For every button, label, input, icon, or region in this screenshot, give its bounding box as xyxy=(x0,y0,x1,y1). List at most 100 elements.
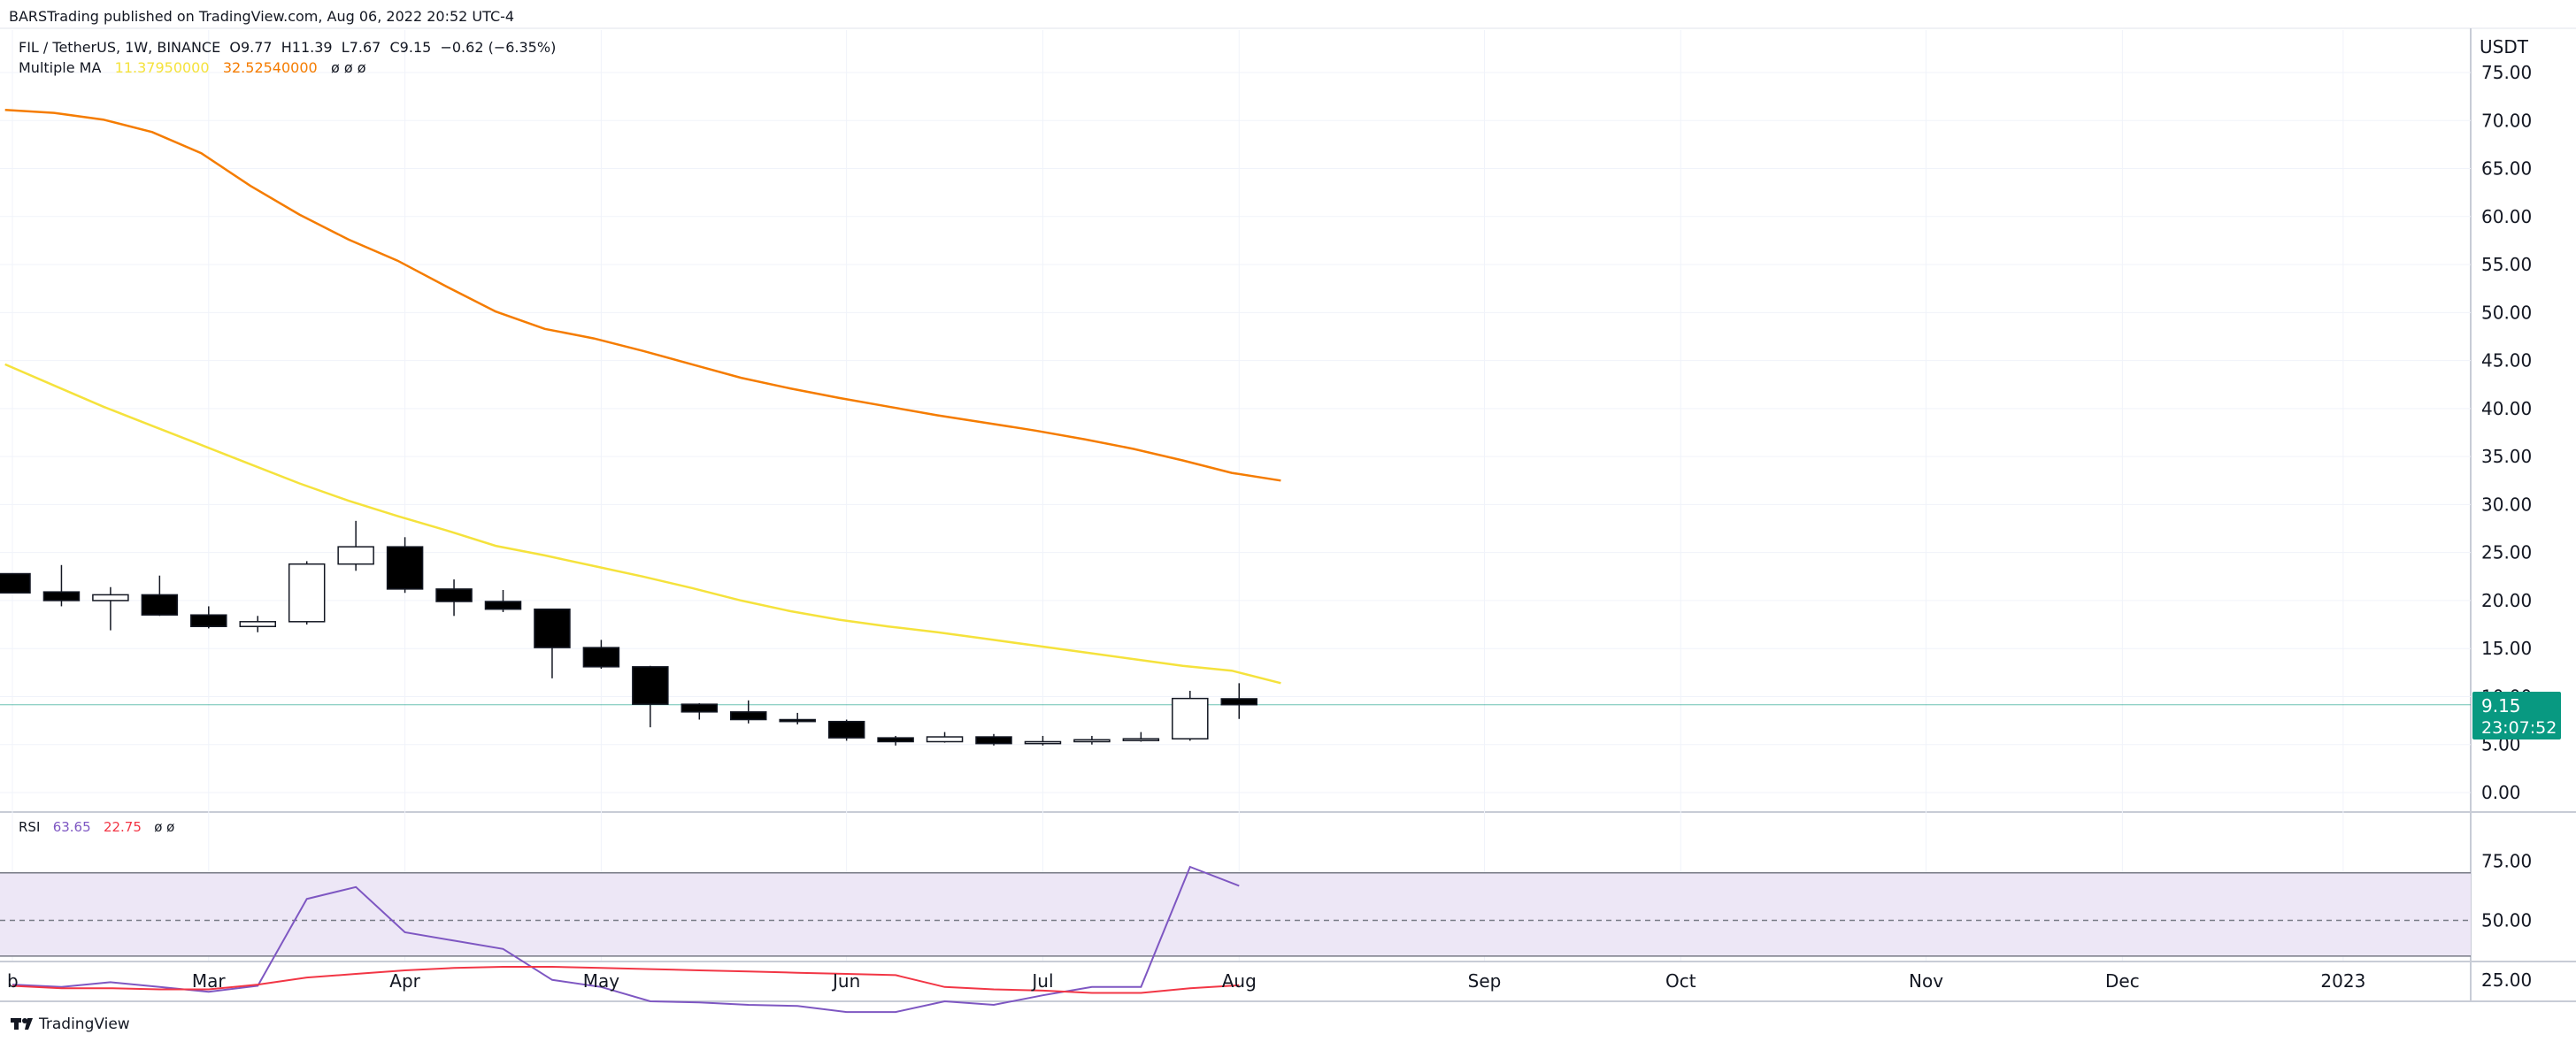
candle xyxy=(827,719,865,741)
candle-body-up xyxy=(288,563,326,623)
candle-body-down xyxy=(681,703,719,713)
price-tick-label: 40.00 xyxy=(2481,398,2532,419)
candle xyxy=(239,616,276,632)
candle xyxy=(730,700,767,724)
candle-body-up xyxy=(239,621,276,627)
candle xyxy=(779,712,816,724)
rsi-lines[interactable] xyxy=(12,865,1240,1014)
candle xyxy=(582,640,620,669)
ohlc-high: H11.39 xyxy=(281,39,333,56)
rsi-tick-label: 75.00 xyxy=(2481,850,2532,871)
price-tick-label: 15.00 xyxy=(2481,638,2532,659)
time-tick-label: Oct xyxy=(1665,970,1696,992)
candle xyxy=(1073,735,1111,745)
ohlc-close: C9.15 xyxy=(389,39,432,56)
candle xyxy=(1024,735,1062,746)
candle-body-down xyxy=(386,546,424,590)
candle xyxy=(435,579,473,617)
ma-line-2 xyxy=(4,109,1281,482)
grid-lines xyxy=(0,30,2471,961)
publisher-caption: BARSTrading published on TradingView.com… xyxy=(9,8,515,25)
rsi-tick-label: 25.00 xyxy=(2481,969,2532,991)
last-price-label: 9.15 xyxy=(2481,695,2521,716)
candle-body-up xyxy=(1073,739,1111,743)
ohlc-low: L7.67 xyxy=(341,39,381,56)
time-tick-label: Mar xyxy=(192,970,227,992)
candle-body-down xyxy=(975,736,1012,745)
candle xyxy=(926,732,964,743)
rsi-band xyxy=(0,872,2471,956)
candle-body-down xyxy=(779,718,816,723)
candle-body-down xyxy=(877,737,914,743)
candles[interactable] xyxy=(0,520,1257,746)
price-tick-label: 60.00 xyxy=(2481,206,2532,227)
ma-legend[interactable]: Multiple MA 11.37950000 32.52540000 ø ø … xyxy=(19,59,366,76)
candle xyxy=(1172,690,1209,741)
price-tick-label: 35.00 xyxy=(2481,446,2532,467)
candle xyxy=(92,586,129,631)
price-tick-label: 70.00 xyxy=(2481,110,2532,131)
time-tick-label: Apr xyxy=(389,970,420,992)
time-tick-label: Sep xyxy=(1468,970,1502,992)
candle-body-up xyxy=(1172,697,1209,739)
time-tick-label: Aug xyxy=(1222,970,1257,992)
candle-body-up xyxy=(92,594,129,601)
candle xyxy=(190,606,227,629)
time-tick-label: Jun xyxy=(831,970,860,992)
time-tick-label: May xyxy=(583,970,620,992)
moving-averages[interactable] xyxy=(4,109,1281,685)
candle xyxy=(42,564,81,607)
ma-legend-title: Multiple MA xyxy=(19,59,102,76)
candle-body-up xyxy=(1122,738,1160,741)
candle-body-down xyxy=(435,588,473,602)
symbol-legend[interactable]: FIL / TetherUS, 1W, BINANCE O9.77 H11.39… xyxy=(19,39,556,56)
candle-body-down xyxy=(0,572,31,594)
price-tick-label: 75.00 xyxy=(2481,62,2532,83)
candle xyxy=(0,572,31,594)
candle-body-up xyxy=(926,736,964,743)
ohlc-change: −0.62 (−6.35%) xyxy=(440,39,557,56)
candle-body-down xyxy=(190,614,227,627)
time-tick-label: 2023 xyxy=(2320,970,2365,992)
tradingview-logo-text: TradingView xyxy=(39,1015,130,1033)
candle-body-down xyxy=(42,591,81,601)
price-tick-label: 65.00 xyxy=(2481,158,2532,180)
currency-label: USDT xyxy=(2480,36,2529,57)
candle-body-up xyxy=(337,546,374,565)
candle-body-down xyxy=(632,666,669,705)
candle xyxy=(288,561,326,625)
candle xyxy=(337,520,374,571)
symbol-title: FIL / TetherUS, 1W, BINANCE xyxy=(19,39,221,56)
tradingview-logo-icon xyxy=(11,1018,33,1030)
ma-rest-values: ø ø ø xyxy=(330,59,366,76)
candle xyxy=(975,733,1012,746)
ma1-value: 11.37950000 xyxy=(114,59,210,76)
candle-body-up xyxy=(1024,740,1062,745)
candle xyxy=(1122,732,1160,742)
price-tick-label: 20.00 xyxy=(2481,590,2532,611)
candle-body-down xyxy=(484,601,522,610)
candle xyxy=(141,575,179,617)
time-axis-ticks: b Mar Apr May Jun Jul Aug Sep Oct Nov Dec 2023 xyxy=(7,970,2365,992)
candle xyxy=(632,665,669,728)
price-tick-label: 30.00 xyxy=(2481,494,2532,515)
candle xyxy=(681,703,719,720)
rsi-line xyxy=(12,865,1240,1014)
candle-body-down xyxy=(827,720,865,739)
candle xyxy=(534,608,571,678)
rsi-legend[interactable]: RSI 63.65 22.75 ø ø xyxy=(19,819,174,835)
time-tick-label: Nov xyxy=(1909,970,1943,992)
rsi-value: 63.65 xyxy=(52,819,91,835)
price-tick-label: 45.00 xyxy=(2481,350,2532,372)
time-tick-label: Jul xyxy=(1030,970,1053,992)
rsi-legend-title: RSI xyxy=(19,819,41,835)
candle xyxy=(386,537,424,594)
last-price-badge: 9.15 23:07:52 xyxy=(2472,692,2561,739)
rsi-ma-line xyxy=(12,966,1240,994)
rsi-ma-value: 22.75 xyxy=(103,819,142,835)
candle-body-down xyxy=(534,608,571,648)
rsi-rest-values: ø ø xyxy=(154,819,175,835)
ma2-value: 32.52540000 xyxy=(222,59,318,76)
candle-body-down xyxy=(1220,698,1257,706)
